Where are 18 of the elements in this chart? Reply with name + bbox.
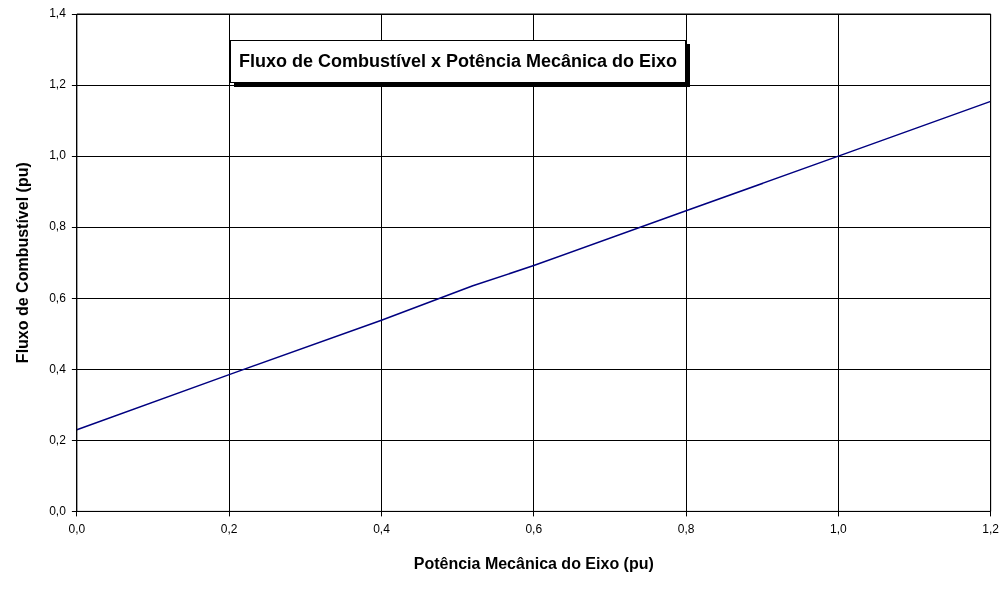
text: Fluxo de Combustível x Potência Mecânica do Eixo — [230, 40, 687, 83]
y-tick-label: 0,6 — [49, 290, 67, 305]
x-tick-label: 1,2 — [982, 521, 1000, 536]
y-tick-label: 0,0 — [49, 503, 67, 518]
y-tick-label: 1,0 — [49, 148, 67, 163]
y-tick-label: 0,8 — [49, 219, 67, 234]
y-tick-label: 0,4 — [49, 361, 67, 376]
x-axis-title: Potência Mecânica do Eixo (pu) — [413, 554, 654, 572]
x-tick-label: 0,4 — [373, 521, 391, 536]
y-tick-label: 1,2 — [49, 77, 67, 92]
x-tick-label: 0,6 — [525, 521, 543, 536]
y-tick-label: 1,4 — [49, 6, 67, 21]
x-tick-label: 0,8 — [677, 521, 695, 536]
y-tick-label: 0,2 — [49, 432, 67, 447]
x-tick-label: 0,2 — [220, 521, 238, 536]
x-tick-label: 0,0 — [68, 521, 86, 536]
x-tick-label: 1,0 — [830, 521, 848, 536]
y-axis-title: Fluxo de Combustível (pu) — [14, 162, 32, 364]
